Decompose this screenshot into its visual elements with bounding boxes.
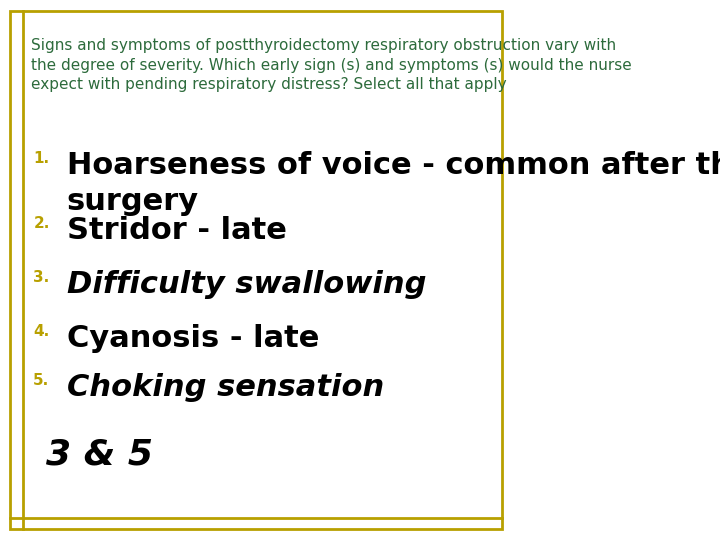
Text: Cyanosis - late: Cyanosis - late <box>66 324 319 353</box>
Text: Difficulty swallowing: Difficulty swallowing <box>66 270 426 299</box>
Text: 1.: 1. <box>33 151 50 166</box>
Text: 3.: 3. <box>33 270 50 285</box>
FancyBboxPatch shape <box>10 11 502 529</box>
Text: 4.: 4. <box>33 324 50 339</box>
Text: 5.: 5. <box>33 373 50 388</box>
Text: Stridor - late: Stridor - late <box>66 216 287 245</box>
Text: 3 & 5: 3 & 5 <box>46 437 153 471</box>
Text: Signs and symptoms of postthyroidectomy respiratory obstruction vary with
the de: Signs and symptoms of postthyroidectomy … <box>31 38 631 92</box>
Text: Hoarseness of voice - common after this
surgery: Hoarseness of voice - common after this … <box>66 151 720 216</box>
Text: 2.: 2. <box>33 216 50 231</box>
Text: Choking sensation: Choking sensation <box>66 373 384 402</box>
